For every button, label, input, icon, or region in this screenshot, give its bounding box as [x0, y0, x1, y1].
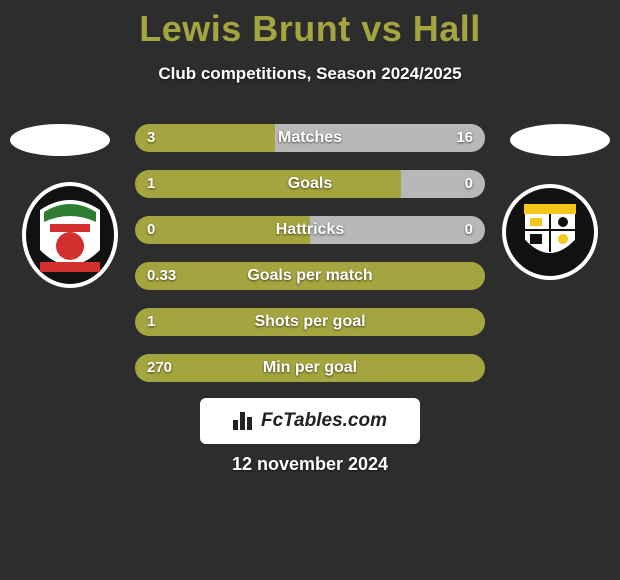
stat-label: Shots per goal: [135, 308, 485, 336]
comparison-infographic: Lewis Brunt vs Hall Club competitions, S…: [0, 0, 620, 580]
stat-row: 00Hattricks: [135, 216, 485, 244]
page-title: Lewis Brunt vs Hall: [0, 0, 620, 50]
infographic-date: 12 november 2024: [0, 454, 620, 475]
player-photo-right-placeholder: [510, 124, 610, 156]
stat-label: Goals: [135, 170, 485, 198]
source-logo-text: FcTables.com: [261, 410, 387, 432]
stat-label: Hattricks: [135, 216, 485, 244]
club-crest-left: [20, 180, 120, 290]
page-subtitle: Club competitions, Season 2024/2025: [0, 64, 620, 84]
stat-row: 1Shots per goal: [135, 308, 485, 336]
stat-row: 270Min per goal: [135, 354, 485, 382]
stat-label: Min per goal: [135, 354, 485, 382]
stat-label: Matches: [135, 124, 485, 152]
stat-row: 10Goals: [135, 170, 485, 198]
stat-row: 316Matches: [135, 124, 485, 152]
bar-chart-icon: [233, 412, 255, 430]
stats-bars: 316Matches 10Goals 00Hattricks 0.33Goals pe…: [135, 124, 485, 400]
club-crest-right: [500, 177, 600, 287]
stat-label: Goals per match: [135, 262, 485, 290]
stat-row: 0.33Goals per match: [135, 262, 485, 290]
player-photo-left-placeholder: [10, 124, 110, 156]
source-logo: FcTables.com: [200, 398, 420, 444]
